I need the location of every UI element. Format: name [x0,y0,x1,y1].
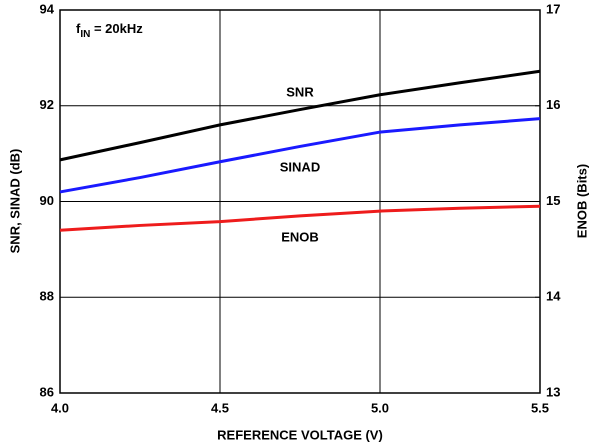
y2-tick-label: 13 [546,384,560,399]
y2-tick-label: 16 [546,97,560,112]
y2-tick-label: 15 [546,193,560,208]
plot-frame [59,9,541,394]
series-label: ENOB [281,229,319,244]
x-tick-label: 5.0 [371,400,389,415]
x-tick-label: 4.0 [51,400,69,415]
y-axis-label: SNR, SINAD (dB) [7,149,22,254]
data-line [59,117,541,194]
x-tick-label: 4.5 [211,400,229,415]
y2-tick-label: 17 [546,1,560,16]
x-axis-label: REFERENCE VOLTAGE (V) [217,427,383,442]
annotation-sub: IN [80,29,90,40]
y-tick-label: 90 [40,193,54,208]
y2-tick-label: 14 [546,289,561,304]
y-tick-label: 86 [40,384,54,399]
annotation-rest: = 20kHz [90,21,143,36]
data-line [59,204,541,232]
x-tick-label: 5.5 [531,400,549,415]
y-tick-label: 94 [40,1,55,16]
series-label: SNR [286,84,314,99]
data-line [59,69,541,162]
annotation: fIN = 20kHz [76,21,143,39]
y-tick-label: 92 [40,97,54,112]
y-tick-label: 88 [40,289,54,304]
y2-axis-label: ENOB (Bits) [574,164,589,238]
annotation-main: f [76,21,81,36]
series-label: SINAD [280,159,320,174]
